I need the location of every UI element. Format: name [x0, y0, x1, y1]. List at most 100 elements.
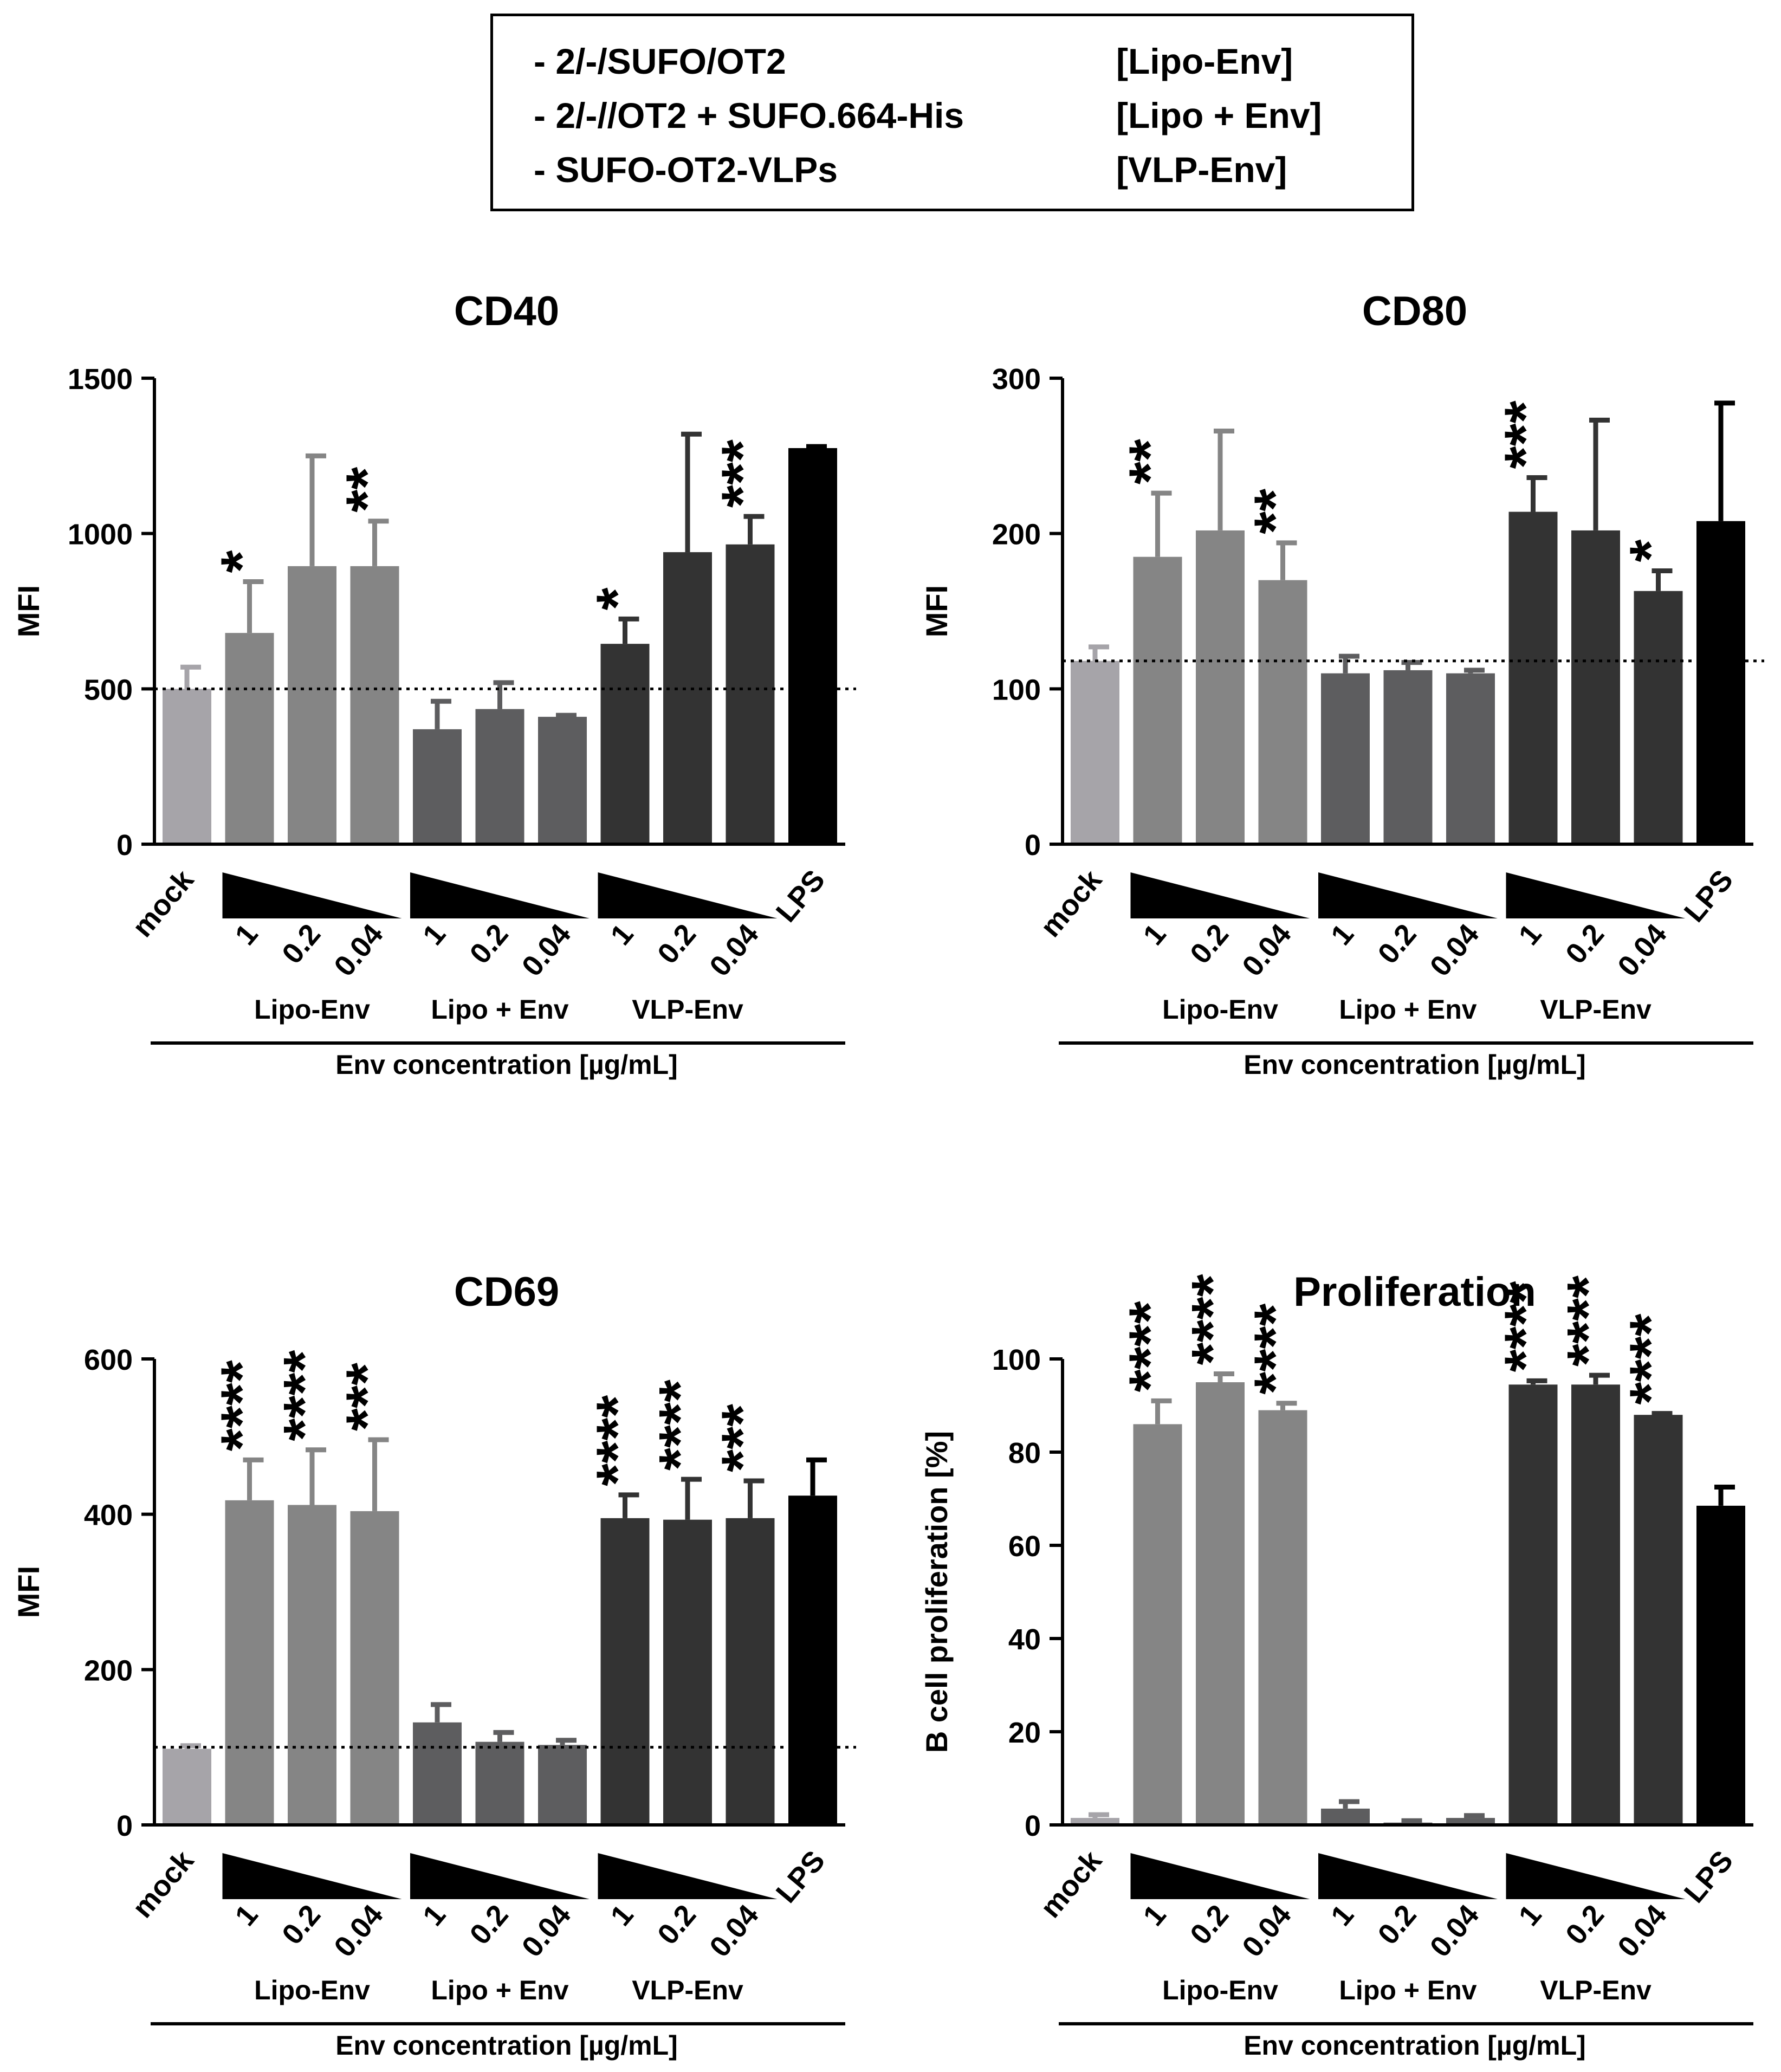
- significance-marker: *: [1617, 539, 1683, 562]
- y-tick-label: 0: [116, 829, 133, 862]
- y-tick-label: 200: [992, 519, 1041, 551]
- bar: [1196, 530, 1245, 844]
- x-tick-label-mock: mock: [1034, 863, 1109, 943]
- bar: [350, 566, 399, 844]
- x-tick-label-mock: mock: [126, 1844, 200, 1924]
- y-axis-label: B cell proliferation [%]: [919, 1431, 954, 1753]
- bar: [1321, 673, 1370, 844]
- bar: [1696, 521, 1745, 844]
- x-axis-label: Env concentration [µg/mL]: [335, 1050, 678, 1080]
- x-tick-label: 0.04: [1611, 918, 1673, 982]
- group-label: Lipo + Env: [1339, 994, 1476, 1025]
- chart-title: CD40: [454, 288, 559, 334]
- legend-label-vlp-env: - SUFO-OT2-VLPs: [534, 150, 838, 190]
- y-tick-label: 400: [84, 1499, 133, 1532]
- bar: [1571, 1384, 1620, 1825]
- concentration-ramp-icon: [222, 1853, 402, 1899]
- significance-marker: ****: [646, 1380, 712, 1471]
- bar: [1383, 670, 1433, 844]
- chart-title: CD80: [1362, 288, 1467, 334]
- significance-marker: ****: [1179, 1274, 1245, 1365]
- y-axis-label: MFI: [11, 585, 46, 637]
- x-tick-label: 0.2: [276, 1899, 327, 1951]
- x-tick-label-mock: mock: [1034, 1844, 1109, 1924]
- concentration-ramp-icon: [1506, 872, 1686, 918]
- bar: [1071, 661, 1119, 844]
- x-tick-label: 0.2: [463, 918, 514, 970]
- x-tick-label: 1: [229, 1899, 264, 1932]
- y-tick-label: 100: [992, 1344, 1041, 1376]
- bar: [475, 709, 524, 844]
- x-axis-label: Env concentration [µg/mL]: [1244, 1050, 1586, 1080]
- bar: [225, 1500, 274, 1825]
- x-tick-label: 0.04: [516, 918, 578, 982]
- x-tick-label: 0.2: [1559, 1899, 1610, 1951]
- bar: [1258, 580, 1307, 844]
- bar: [663, 1519, 712, 1825]
- significance-marker: ***: [709, 1404, 775, 1472]
- x-tick-label: 1: [417, 1899, 452, 1932]
- significance-marker: **: [1242, 489, 1307, 534]
- x-tick-label: 0.04: [703, 918, 765, 982]
- bar: [1321, 1808, 1370, 1825]
- bar: [413, 1722, 462, 1825]
- significance-marker: **: [334, 467, 399, 513]
- x-tick-label-lps: LPS: [770, 1844, 831, 1909]
- group-label: VLP-Env: [1540, 1975, 1652, 2005]
- bar: [1196, 1382, 1245, 1825]
- legend-tag-lipo-env: [Lipo-Env]: [1116, 41, 1293, 81]
- x-tick-label: 1: [604, 918, 639, 951]
- bar: [1696, 1505, 1745, 1825]
- x-tick-label: 1: [1137, 1899, 1172, 1932]
- x-tick-label-lps: LPS: [1678, 864, 1739, 928]
- x-tick-label: 1: [417, 918, 452, 951]
- y-tick-label: 20: [1008, 1717, 1041, 1749]
- significance-marker: *: [209, 551, 274, 573]
- group-label: VLP-Env: [1540, 994, 1652, 1025]
- x-tick-label-mock: mock: [126, 863, 200, 943]
- bar: [225, 633, 274, 844]
- y-tick-label: 600: [84, 1344, 133, 1376]
- x-tick-label: 1: [1137, 918, 1172, 951]
- bar: [1446, 1818, 1495, 1825]
- x-tick-label: 0.04: [1611, 1899, 1673, 1963]
- bar: [600, 1518, 650, 1825]
- x-tick-label: 0.04: [1424, 1899, 1486, 1963]
- significance-marker: ****: [1617, 1313, 1683, 1404]
- group-label: Lipo-Env: [1162, 1975, 1278, 2005]
- significance-marker: ****: [1117, 1301, 1182, 1392]
- x-tick-label-lps: LPS: [770, 864, 831, 928]
- y-tick-label: 0: [1025, 1810, 1041, 1842]
- bar: [726, 544, 775, 844]
- bar: [413, 729, 462, 844]
- significance-marker: ****: [1492, 1281, 1558, 1372]
- significance-marker: ***: [334, 1363, 399, 1431]
- y-tick-label: 100: [992, 674, 1041, 706]
- x-tick-label: 0.04: [328, 918, 390, 982]
- significance-marker: ***: [709, 439, 775, 508]
- x-tick-label: 1: [604, 1899, 639, 1932]
- bar: [538, 716, 587, 844]
- y-tick-label: 0: [116, 1810, 133, 1842]
- chart-title: CD69: [454, 1269, 559, 1315]
- x-tick-label: 0.04: [516, 1899, 578, 1963]
- significance-marker: ****: [209, 1360, 274, 1451]
- bar: [788, 1495, 837, 1825]
- y-axis-label: MFI: [11, 1566, 46, 1618]
- concentration-ramp-icon: [1318, 1853, 1498, 1899]
- y-tick-label: 200: [84, 1654, 133, 1687]
- bar: [726, 1518, 775, 1825]
- x-tick-label: 0.2: [1184, 918, 1235, 970]
- bar: [288, 566, 336, 844]
- significance-marker: ****: [1555, 1275, 1620, 1367]
- legend-tag-lipo-plus-env: [Lipo + Env]: [1116, 95, 1322, 135]
- x-tick-label-lps: LPS: [1678, 1844, 1739, 1909]
- concentration-ramp-icon: [1130, 872, 1310, 918]
- legend-box: - 2/-/SUFO/OT2 [Lipo-Env] - 2/-//OT2 + S…: [490, 14, 1414, 211]
- x-tick-label: 0.2: [1371, 1899, 1422, 1951]
- x-tick-label: 1: [229, 918, 264, 951]
- x-tick-label: 0.04: [328, 1899, 390, 1963]
- x-tick-label: 1: [1512, 1899, 1547, 1932]
